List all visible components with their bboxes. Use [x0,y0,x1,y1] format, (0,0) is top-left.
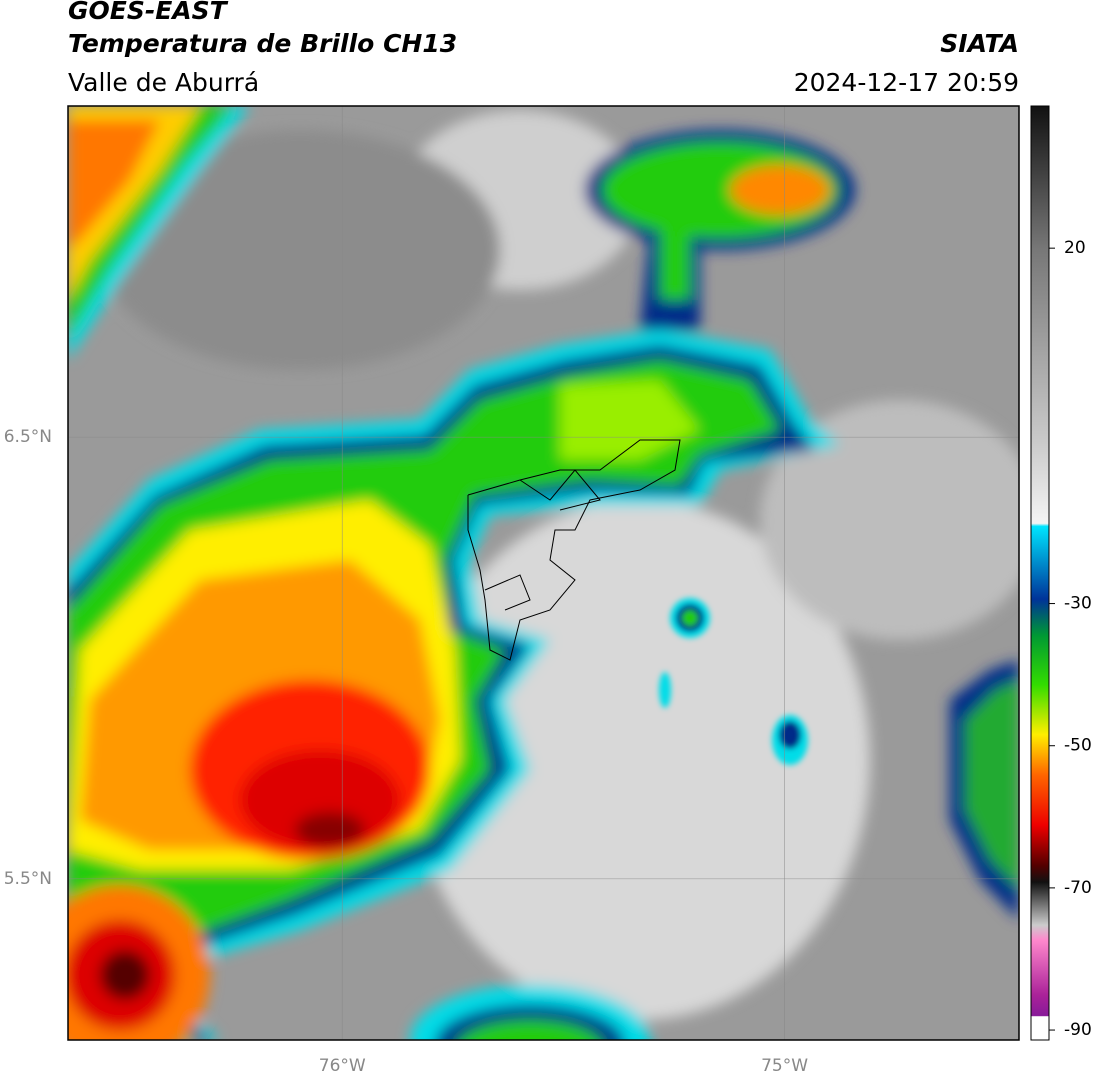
map-frame [67,105,1020,1041]
lat-tick-label: 6.5°N [4,427,52,447]
region: Valle de Aburrá [68,68,259,97]
source: SIATA [940,29,1019,58]
map-image [68,106,1019,1040]
datetime: 2024-12-17 20:59 [794,68,1019,97]
colorbar-tick-label: -30 [1064,594,1092,614]
lon-tick-label: 75°W [761,1056,808,1076]
graticule [68,106,1019,1040]
lat-tick-label: 5.5°N [4,869,52,889]
lon-tick-label: 76°W [319,1056,366,1076]
colorbar [1030,105,1050,1041]
colorbar-tick-label: -50 [1064,736,1092,756]
colorbar-tick-label: -90 [1064,1020,1092,1040]
colorbar-tick-label: 20 [1064,238,1086,258]
subtitle: Temperatura de Brillo CH13 [68,29,457,58]
title: GOES-EAST [68,0,229,25]
colorbar-tick-label: -70 [1064,878,1092,898]
